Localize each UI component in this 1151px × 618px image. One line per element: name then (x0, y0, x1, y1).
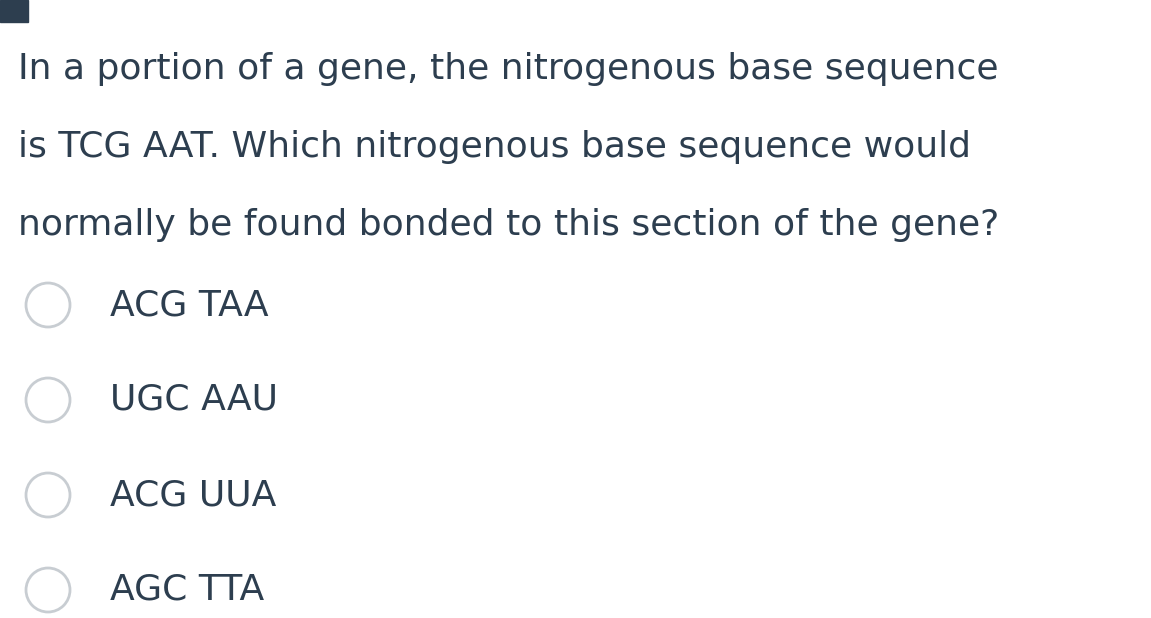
Text: UGC AAU: UGC AAU (110, 383, 279, 417)
Bar (0, 0, 28, 22)
Text: ACG UUA: ACG UUA (110, 478, 276, 512)
Text: AGC TTA: AGC TTA (110, 573, 265, 607)
Ellipse shape (26, 473, 70, 517)
Ellipse shape (26, 568, 70, 612)
Text: ACG TAA: ACG TAA (110, 288, 268, 322)
Text: is TCG AAT. Which nitrogenous base sequence would: is TCG AAT. Which nitrogenous base seque… (18, 130, 971, 164)
Ellipse shape (26, 378, 70, 422)
Ellipse shape (26, 283, 70, 327)
Text: In a portion of a gene, the nitrogenous base sequence: In a portion of a gene, the nitrogenous … (18, 52, 999, 86)
Text: normally be found bonded to this section of the gene?: normally be found bonded to this section… (18, 208, 999, 242)
